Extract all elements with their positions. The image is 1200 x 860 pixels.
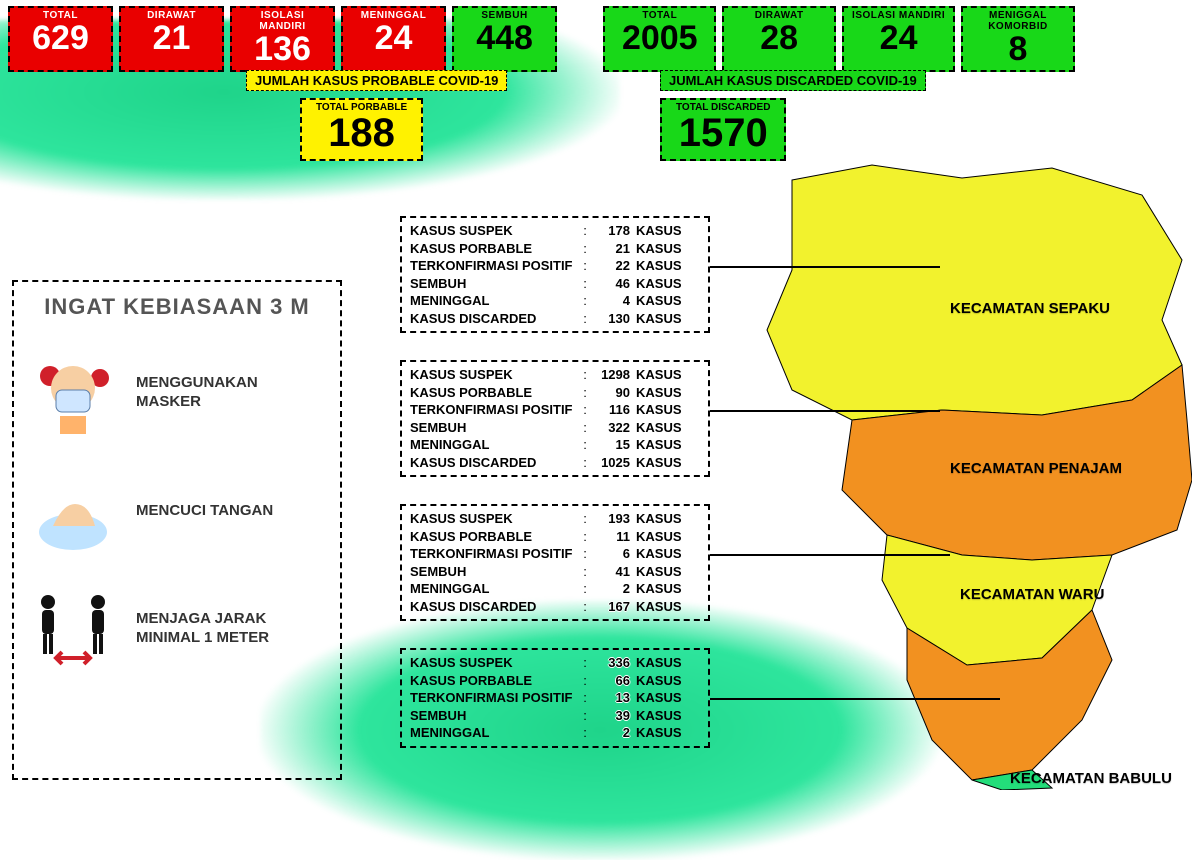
district-label: KECAMATAN WARU [960, 586, 1104, 603]
panel-3m-text: MENCUCI TANGAN [136, 502, 273, 521]
stat-card: DIRAWAT28 [722, 6, 835, 72]
probable-total-box: TOTAL PORBABLE 188 [300, 98, 423, 161]
probable-section-title: JUMLAH KASUS PROBABLE COVID-19 [246, 70, 507, 91]
stat-card: ISOLASI MANDIRI136 [230, 6, 335, 72]
panel-3m-item: MENGGUNAKAN MASKER [28, 348, 326, 438]
stat-card: MENIGGAL KOMORBID8 [961, 6, 1074, 72]
panel-3m-text: MENJAGA JARAK MINIMAL 1 METER [136, 610, 326, 648]
stat-card: ISOLASI MANDIRI24 [842, 6, 955, 72]
stat-card: TOTAL2005 [603, 6, 716, 72]
district-label: KECAMATAN PENAJAM [950, 460, 1122, 477]
top-stat-row: TOTAL629DIRAWAT21ISOLASI MANDIRI136MENIN… [0, 0, 1200, 72]
stat-card: TOTAL629 [8, 6, 113, 72]
connector-line [710, 266, 940, 268]
stat-card: DIRAWAT21 [119, 6, 224, 72]
wash-icon [28, 466, 118, 556]
district-label: KECAMATAN BABULU [1010, 770, 1172, 787]
connector-line [710, 698, 1000, 700]
region-stats: KASUS SUSPEK:178KASUSKASUS PORBABLE:21KA… [400, 216, 710, 333]
panel-3m-item: MENJAGA JARAK MINIMAL 1 METER [28, 584, 326, 674]
region-stats: KASUS SUSPEK:1298KASUSKASUS PORBABLE:90K… [400, 360, 710, 477]
discarded-total-box: TOTAL DISCARDED 1570 [660, 98, 786, 161]
distance-icon [28, 584, 118, 674]
panel-3m: INGAT KEBIASAAN 3 M MENGGUNAKAN MASKER ME… [12, 280, 342, 780]
panel-3m-item: MENCUCI TANGAN [28, 466, 326, 556]
panel-3m-title: INGAT KEBIASAAN 3 M [28, 294, 326, 320]
region-stats: KASUS SUSPEK:193KASUSKASUS PORBABLE:11KA… [400, 504, 710, 621]
connector-line [710, 554, 950, 556]
connector-line [710, 410, 940, 412]
district-label: KECAMATAN SEPAKU [950, 300, 1110, 317]
stat-card: MENINGGAL24 [341, 6, 446, 72]
stat-card: SEMBUH448 [452, 6, 557, 72]
panel-3m-text: MENGGUNAKAN MASKER [136, 374, 326, 412]
region-stats: KASUS SUSPEK:336KASUSKASUS PORBABLE:66KA… [400, 648, 710, 748]
discarded-section-title: JUMLAH KASUS DISCARDED COVID-19 [660, 70, 926, 91]
mask-icon [28, 348, 118, 438]
